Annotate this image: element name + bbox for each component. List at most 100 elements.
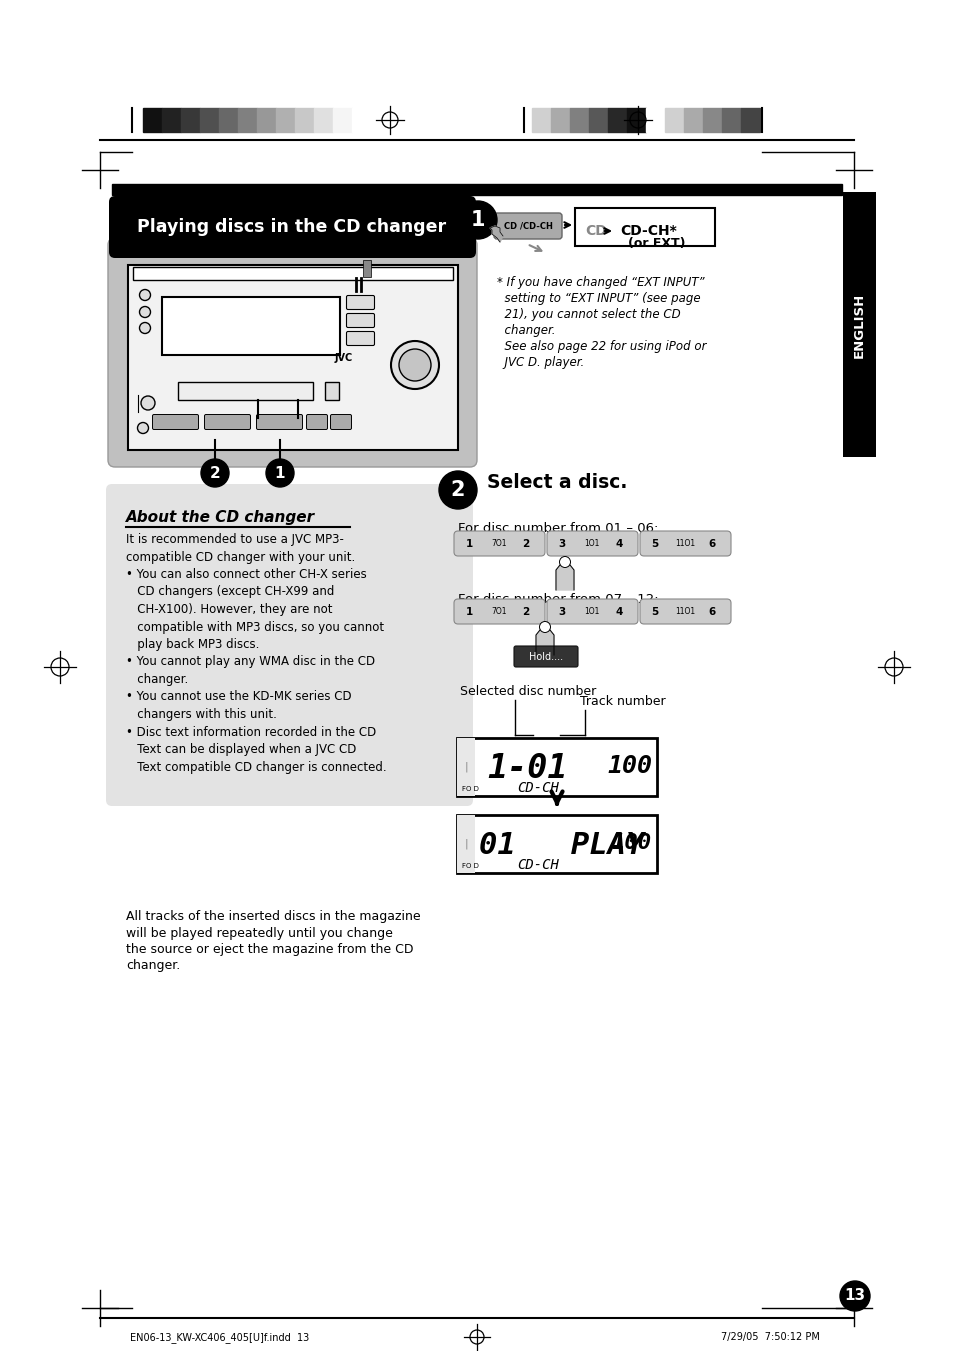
Text: changer.: changer. <box>126 673 188 686</box>
Bar <box>569 108 588 132</box>
Text: CH-X100). However, they are not: CH-X100). However, they are not <box>126 603 333 616</box>
Text: 2: 2 <box>522 607 529 617</box>
FancyBboxPatch shape <box>152 415 198 430</box>
Text: Track number: Track number <box>579 694 665 708</box>
Bar <box>664 108 683 132</box>
Text: 1: 1 <box>274 466 285 481</box>
Text: changer.: changer. <box>497 324 555 336</box>
Text: • Disc text information recorded in the CD: • Disc text information recorded in the … <box>126 725 375 739</box>
Circle shape <box>539 621 550 632</box>
Circle shape <box>438 471 476 509</box>
Polygon shape <box>490 226 502 242</box>
Bar <box>456 738 657 796</box>
Text: changer.: changer. <box>126 959 180 973</box>
Bar <box>721 108 740 132</box>
Text: 7O1: 7O1 <box>491 539 506 549</box>
Text: compatible CD changer with your unit.: compatible CD changer with your unit. <box>126 550 355 563</box>
Circle shape <box>139 289 151 300</box>
Text: 1O1: 1O1 <box>583 539 599 549</box>
Text: 2: 2 <box>522 539 529 549</box>
Text: changers with this unit.: changers with this unit. <box>126 708 276 721</box>
Bar <box>363 259 371 277</box>
Text: About the CD changer: About the CD changer <box>126 509 314 526</box>
Text: 01   PLAY: 01 PLAY <box>478 831 643 859</box>
Text: JVC D. player.: JVC D. player. <box>497 357 583 369</box>
Text: For disc number from 01 – 06:: For disc number from 01 – 06: <box>457 521 658 535</box>
Bar <box>200 108 219 132</box>
Text: See also page 22 for using iPod or: See also page 22 for using iPod or <box>497 340 706 353</box>
Bar <box>162 297 339 355</box>
Text: CD-CH*: CD-CH* <box>619 224 676 238</box>
Text: 5: 5 <box>651 539 658 549</box>
Text: FO D: FO D <box>461 786 478 792</box>
Text: Text can be displayed when a JVC CD: Text can be displayed when a JVC CD <box>126 743 356 757</box>
FancyBboxPatch shape <box>346 313 375 327</box>
Text: 1-01: 1-01 <box>486 751 567 785</box>
Text: FO D: FO D <box>461 863 478 869</box>
Circle shape <box>139 323 151 334</box>
Text: 4: 4 <box>615 539 622 549</box>
Text: 13: 13 <box>843 1289 864 1304</box>
Text: * If you have changed “EXT INPUT”: * If you have changed “EXT INPUT” <box>497 276 704 289</box>
Text: CD /CD-CH: CD /CD-CH <box>503 222 552 231</box>
Circle shape <box>558 557 570 567</box>
Bar <box>294 108 314 132</box>
Text: Hold....: Hold.... <box>528 653 562 662</box>
Bar <box>112 184 841 195</box>
Polygon shape <box>536 626 554 655</box>
Circle shape <box>137 423 149 434</box>
Bar <box>842 192 875 457</box>
Bar <box>456 815 475 873</box>
Text: setting to “EXT INPUT” (see page: setting to “EXT INPUT” (see page <box>497 292 700 305</box>
FancyBboxPatch shape <box>108 238 477 467</box>
Bar <box>162 108 181 132</box>
Bar <box>607 108 626 132</box>
FancyBboxPatch shape <box>109 196 476 258</box>
Text: 5: 5 <box>651 607 658 617</box>
FancyBboxPatch shape <box>546 598 638 624</box>
Text: the source or eject the magazine from the CD: the source or eject the magazine from th… <box>126 943 413 957</box>
Text: 1: 1 <box>470 209 485 230</box>
FancyBboxPatch shape <box>256 415 302 430</box>
Bar <box>333 108 352 132</box>
FancyBboxPatch shape <box>639 598 730 624</box>
Circle shape <box>141 396 154 409</box>
Text: |: | <box>464 762 467 773</box>
Text: 3: 3 <box>558 539 565 549</box>
Bar <box>128 265 457 450</box>
Bar <box>178 382 313 400</box>
Text: 21), you cannot select the CD: 21), you cannot select the CD <box>497 308 679 322</box>
Text: 11O1: 11O1 <box>674 539 695 549</box>
Bar <box>219 108 237 132</box>
FancyBboxPatch shape <box>346 296 375 309</box>
Bar <box>588 108 607 132</box>
Text: 11O1: 11O1 <box>674 608 695 616</box>
FancyBboxPatch shape <box>494 213 561 239</box>
Text: CD-CH: CD-CH <box>517 858 558 871</box>
Bar <box>575 208 714 246</box>
FancyBboxPatch shape <box>204 415 251 430</box>
Polygon shape <box>556 561 574 590</box>
Text: All tracks of the inserted discs in the magazine: All tracks of the inserted discs in the … <box>126 911 420 923</box>
Text: 100: 100 <box>612 834 652 852</box>
Text: CD changers (except CH-X99 and: CD changers (except CH-X99 and <box>126 585 334 598</box>
Text: • You cannot play any WMA disc in the CD: • You cannot play any WMA disc in the CD <box>126 655 375 669</box>
Text: 1O1: 1O1 <box>583 608 599 616</box>
FancyBboxPatch shape <box>546 531 638 557</box>
Text: 7O1: 7O1 <box>491 608 506 616</box>
Circle shape <box>266 459 294 486</box>
Bar <box>256 108 275 132</box>
FancyBboxPatch shape <box>514 646 578 667</box>
Text: will be played repeatedly until you change: will be played repeatedly until you chan… <box>126 927 393 939</box>
FancyBboxPatch shape <box>454 531 544 557</box>
Text: 6: 6 <box>708 607 715 617</box>
Circle shape <box>139 307 151 317</box>
Text: |: | <box>464 839 467 850</box>
Bar <box>352 108 371 132</box>
Text: 1: 1 <box>465 539 472 549</box>
Text: Select a disc.: Select a disc. <box>486 473 627 493</box>
Text: CD: CD <box>584 224 606 238</box>
Text: EN06-13_KW-XC406_405[U]f.indd  13: EN06-13_KW-XC406_405[U]f.indd 13 <box>130 1332 309 1343</box>
FancyBboxPatch shape <box>106 484 473 807</box>
Text: 1: 1 <box>465 607 472 617</box>
